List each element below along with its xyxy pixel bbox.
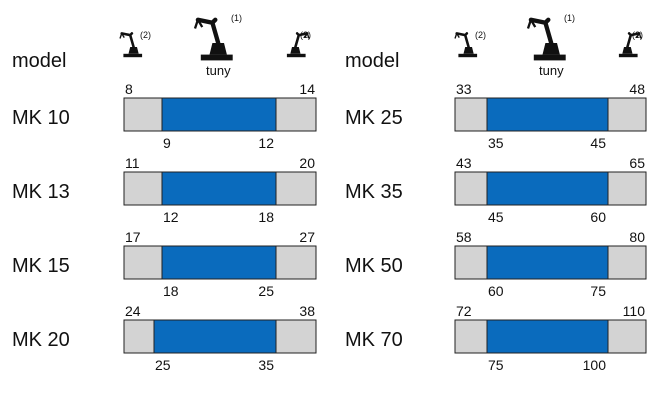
inner-min: 12: [163, 209, 179, 225]
robot-arm: [195, 17, 221, 46]
inner-range: [161, 171, 277, 206]
robot-base: [123, 53, 143, 58]
outer-max: 48: [629, 81, 645, 97]
inner-max: 45: [590, 135, 606, 151]
outer-min: 17: [125, 229, 141, 245]
robot-body: [290, 47, 301, 54]
header: model: [345, 50, 399, 72]
inner-min: 9: [163, 135, 171, 151]
model-name: MK 70: [345, 329, 403, 351]
outer-min: 33: [456, 81, 472, 97]
robot-gripper: [119, 33, 125, 39]
robot-small-left: [119, 32, 143, 58]
note: (1): [564, 13, 575, 23]
robot-arm: [528, 17, 554, 46]
outer-max: 110: [623, 303, 646, 319]
robot-gripper: [304, 33, 310, 39]
header: model: [12, 50, 66, 72]
robot-body: [622, 47, 633, 54]
inner-min: 45: [488, 209, 504, 225]
inner-max: 25: [258, 283, 274, 299]
robot-body: [128, 47, 139, 54]
robot-base: [200, 54, 233, 61]
note: (2): [632, 30, 643, 40]
robot-arm: [294, 32, 309, 49]
robot-base: [286, 53, 306, 58]
inner-max: 35: [258, 357, 274, 373]
note: (2): [300, 30, 311, 40]
model-name: MK 25: [345, 107, 403, 129]
robot-body: [209, 43, 227, 55]
inner-range: [486, 171, 609, 206]
robot-small-left: [454, 32, 478, 58]
inner-max: 12: [258, 135, 274, 151]
model-name: MK 13: [12, 181, 70, 203]
inner-max: 60: [590, 209, 606, 225]
inner-range: [161, 245, 277, 280]
robot-base: [458, 53, 478, 58]
robot-arm: [120, 32, 135, 49]
outer-max: 20: [299, 155, 315, 171]
model-name: MK 20: [12, 329, 70, 351]
outer-min: 43: [456, 155, 472, 171]
inner-min: 75: [488, 357, 504, 373]
outer-min: 8: [125, 81, 133, 97]
outer-min: 72: [456, 303, 472, 319]
inner-min: 35: [488, 135, 504, 151]
robot-base: [618, 53, 638, 58]
model-name: MK 10: [12, 107, 70, 129]
robot-arm: [626, 32, 641, 49]
inner-max: 18: [258, 209, 274, 225]
robot-gripper: [636, 33, 642, 39]
note: (2): [140, 30, 151, 40]
inner-range: [486, 319, 609, 354]
inner-min: 25: [155, 357, 171, 373]
inner-range: [153, 319, 277, 354]
inner-range: [486, 245, 609, 280]
robot-arm: [455, 32, 470, 49]
outer-max: 27: [299, 229, 315, 245]
outer-max: 65: [629, 155, 645, 171]
inner-min: 60: [488, 283, 504, 299]
robot-gripper: [193, 19, 204, 29]
robot-large: [526, 17, 566, 61]
robot-gripper: [454, 33, 460, 39]
robot-large: [193, 17, 233, 61]
robot-base: [533, 54, 566, 61]
inner-max: 100: [583, 357, 607, 373]
outer-min: 24: [125, 303, 141, 319]
label: tuny: [206, 63, 231, 78]
outer-min: 58: [456, 229, 472, 245]
inner-range: [486, 97, 609, 132]
outer-max: 14: [299, 81, 315, 97]
note: (1): [231, 13, 242, 23]
inner-range: [161, 97, 277, 132]
inner-max: 75: [590, 283, 606, 299]
model-name: MK 35: [345, 181, 403, 203]
model-name: MK 50: [345, 255, 403, 277]
outer-max: 38: [299, 303, 315, 319]
robot-body: [542, 43, 560, 55]
robot-small-right: [286, 32, 310, 58]
outer-min: 11: [125, 155, 140, 171]
model-name: MK 15: [12, 255, 70, 277]
outer-max: 80: [629, 229, 645, 245]
note: (2): [475, 30, 486, 40]
label: tuny: [539, 63, 564, 78]
robot-gripper: [526, 19, 537, 29]
inner-min: 18: [163, 283, 179, 299]
robot-body: [463, 47, 474, 54]
robot-small-right: [618, 32, 642, 58]
